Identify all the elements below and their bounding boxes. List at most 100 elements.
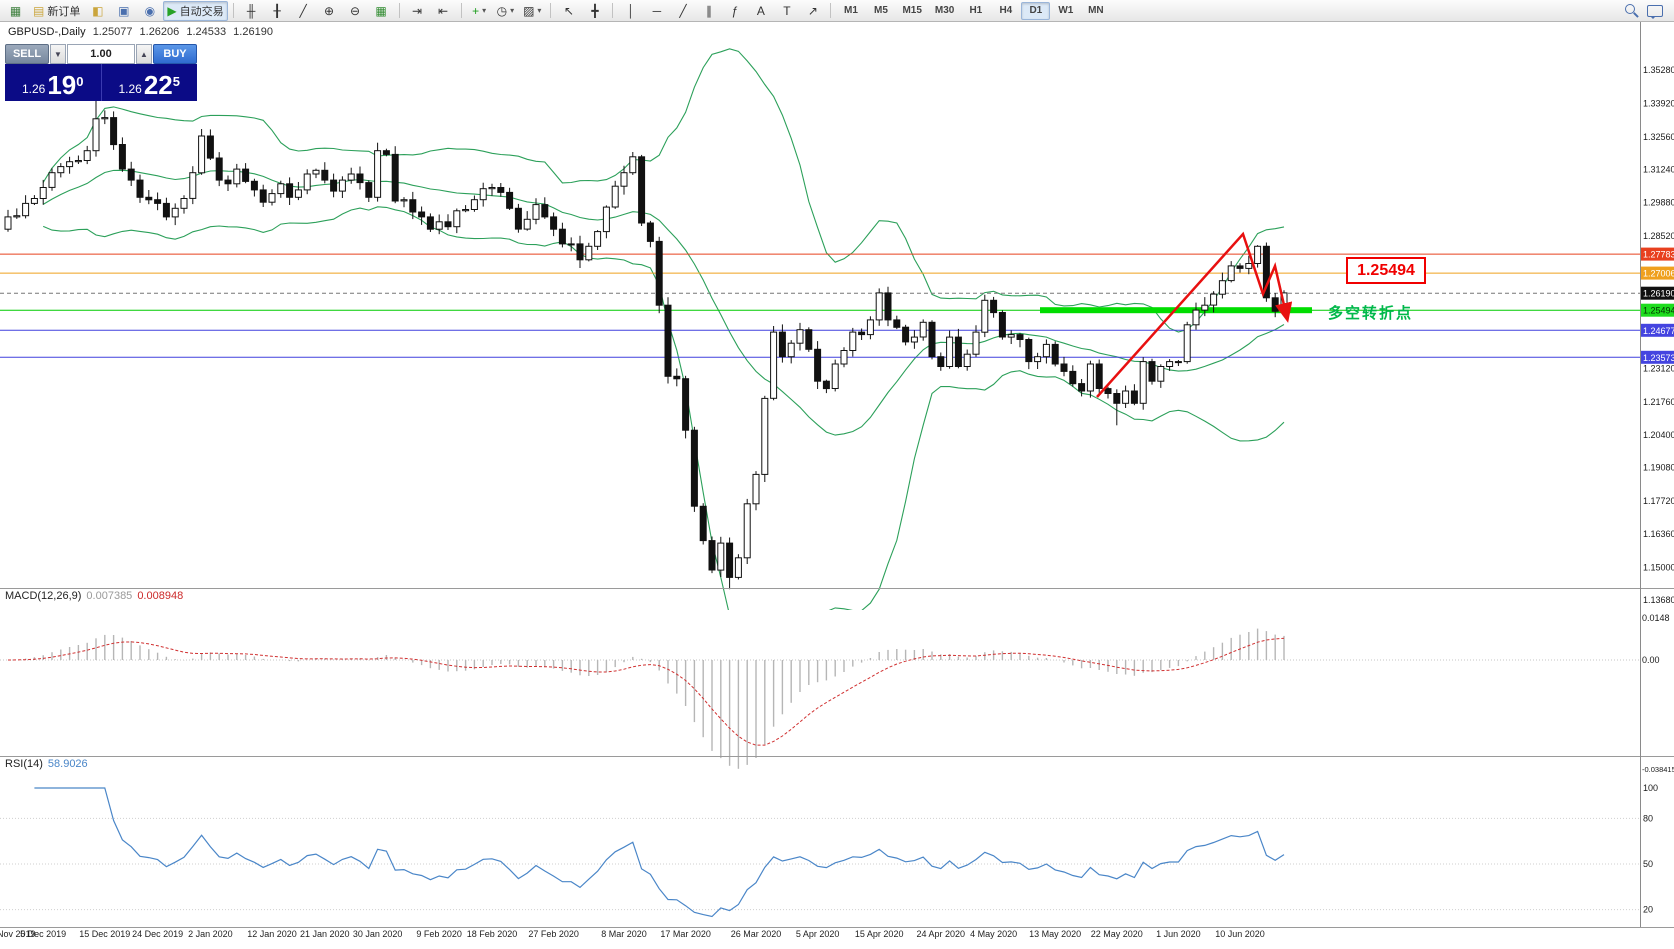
tf-h1-button[interactable]: H1 (961, 2, 990, 20)
bid-ask-display: 1.26 19 0 1.26 22 5 (5, 64, 197, 101)
draw-fibonacci-icon: ƒ (731, 3, 739, 18)
tf-m15-button[interactable]: M15 (896, 2, 927, 20)
strategy-tester-button[interactable]: ◉ (137, 1, 162, 21)
cursor-icon: ↖ (563, 3, 574, 18)
draw-label-button[interactable]: T (774, 1, 799, 21)
rsi-panel-plot[interactable]: 100 80 50 20 (0, 778, 1674, 949)
chart-shift-icon: ⇤ (438, 3, 449, 18)
svg-text:1.26190: 1.26190 (1643, 289, 1674, 299)
chart-symbol-label: GBPUSD-,Daily (8, 26, 86, 38)
indicators-list-icon: + (472, 3, 480, 18)
search-icon[interactable] (1624, 3, 1639, 18)
new-order-icon: ▤ (33, 3, 45, 18)
draw-arrows-icon: ↗ (807, 3, 818, 18)
time-axis-label: 17 Mar 2020 (660, 929, 711, 939)
volume-increase-button[interactable]: ▲ (136, 44, 152, 64)
tile-windows-button[interactable]: ▦ (369, 1, 394, 21)
draw-text-button[interactable]: A (748, 1, 773, 21)
zoom-out-icon: ⊖ (350, 3, 361, 18)
time-axis-label: 29 Nov 2019 (0, 929, 36, 939)
ohlc-low: 1.24533 (186, 26, 227, 38)
buy-price-prefix: 1.26 (118, 82, 142, 96)
tf-m15-label: M15 (902, 5, 922, 16)
sell-button[interactable]: SELL (5, 44, 49, 64)
draw-vertical-line-button[interactable]: │ (618, 1, 643, 21)
price-annotation-box[interactable]: 1.25494 (1346, 257, 1426, 284)
buy-price[interactable]: 1.26 22 5 (102, 64, 198, 101)
macd-signal-value: 0.008948 (137, 590, 184, 602)
draw-horizontal-line-button[interactable]: ─ (644, 1, 669, 21)
autotrading-button[interactable]: ▶ 自动交易 (163, 0, 228, 21)
panel-separator[interactable] (0, 756, 1674, 757)
price-badge: 1.26190 (1640, 286, 1674, 300)
indicators-list-button[interactable]: + ▾ (467, 1, 492, 21)
toolbar-separator (550, 3, 552, 18)
time-axis-label: 4 May 2020 (970, 929, 1018, 939)
toolbar-separator (830, 3, 832, 18)
tf-m30-button[interactable]: M30 (929, 2, 960, 20)
autotrading-label: 自动交易 (179, 5, 224, 18)
svg-text:1.32560: 1.32560 (1643, 132, 1674, 142)
data-window-icon: ▣ (118, 3, 130, 18)
tf-m1-button[interactable]: M1 (836, 2, 865, 20)
panel-separator[interactable] (0, 588, 1674, 589)
rsi-name: RSI(14) (5, 758, 43, 770)
templates-button[interactable]: ▨ ▾ (519, 1, 545, 21)
tf-h4-label: H4 (999, 5, 1013, 16)
trend-arrow-annotation[interactable] (1096, 231, 1293, 398)
buy-button[interactable]: BUY (153, 44, 197, 64)
chat-icon[interactable] (1647, 4, 1663, 19)
time-axis-label: 26 Mar 2020 (730, 929, 782, 939)
crosshair-button[interactable]: ╋ (582, 1, 607, 21)
ohlc-close: 1.26190 (233, 26, 273, 38)
time-axis-label: 5 Apr 2020 (795, 929, 840, 939)
svg-text:1.23573: 1.23573 (1643, 353, 1674, 363)
chart-window: 1.35280 1.33920 1.32560 1.31240 1.29880 1.285… (0, 22, 1674, 949)
macd-panel-plot[interactable]: 0.0148 0.00 -0.038415 (0, 610, 1674, 778)
auto-scroll-button[interactable]: ⇥ (405, 1, 430, 21)
chart-bars-button[interactable]: ╫ (239, 1, 264, 21)
tile-windows-icon: ▦ (375, 3, 387, 18)
tf-mn-button[interactable]: MN (1081, 2, 1110, 20)
draw-horizontal-line-icon: ─ (652, 3, 662, 18)
tf-m5-button[interactable]: M5 (866, 2, 895, 20)
rsi-indicator-label: RSI(14) 58.9026 (5, 758, 88, 770)
tf-w1-label: W1 (1058, 5, 1074, 16)
time-axis-label: 10 Jun 2020 (1215, 929, 1265, 939)
svg-text:0.0148: 0.0148 (1642, 613, 1670, 623)
periods-button[interactable]: ◷ ▾ (493, 1, 519, 21)
draw-arrows-button[interactable]: ↗ (800, 1, 825, 21)
sell-price[interactable]: 1.26 19 0 (5, 64, 102, 101)
svg-text:0.00: 0.00 (1642, 655, 1660, 665)
candles (4, 73, 1288, 590)
draw-fibonacci-button[interactable]: ƒ (722, 1, 747, 21)
chart-candlesticks-button[interactable]: ╂ (265, 1, 290, 21)
tf-h4-button[interactable]: H4 (991, 2, 1020, 20)
draw-trendline-button[interactable]: ╱ (670, 1, 695, 21)
chart-line-button[interactable]: ╱ (291, 1, 316, 21)
zoom-in-button[interactable]: ⊕ (317, 1, 342, 21)
bollinger-bands (42, 48, 1285, 610)
macd-name: MACD(12,26,9) (5, 590, 82, 602)
tf-d1-label: D1 (1029, 5, 1043, 16)
draw-channel-button[interactable]: ∥ (696, 1, 721, 21)
svg-text:1.35280: 1.35280 (1643, 65, 1674, 75)
time-axis-label: 8 Mar 2020 (601, 929, 647, 939)
tf-d1-button[interactable]: D1 (1021, 1, 1051, 20)
volume-decrease-button[interactable]: ▼ (50, 44, 66, 64)
new-order-button[interactable]: ▤ 新订单 (29, 1, 84, 21)
macd-signal-line (7, 637, 1285, 746)
main-chart-plot[interactable]: 1.35280 1.33920 1.32560 1.31240 1.29880 1.285… (0, 44, 1674, 610)
data-window-button[interactable]: ▣ (111, 1, 136, 21)
market-watch-button[interactable]: ◧ (85, 1, 110, 21)
cursor-button[interactable]: ↖ (556, 1, 581, 21)
macd-indicator-label: MACD(12,26,9) 0.007385 0.008948 (5, 590, 183, 602)
chart-shift-button[interactable]: ⇤ (431, 1, 456, 21)
tf-w1-button[interactable]: W1 (1051, 2, 1080, 20)
volume-input[interactable] (67, 44, 135, 64)
svg-text:1.16360: 1.16360 (1643, 529, 1674, 539)
turning-point-annotation[interactable]: 多空转折点 (1328, 305, 1414, 322)
zoom-out-button[interactable]: ⊖ (343, 1, 368, 21)
new-chart-button[interactable]: ▦ (3, 1, 28, 21)
